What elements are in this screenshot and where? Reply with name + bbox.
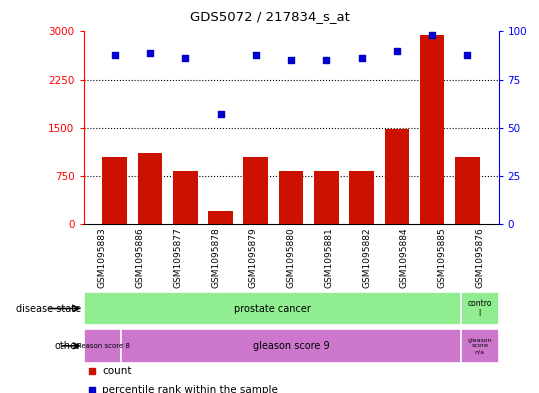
Point: [463, 51, 472, 58]
Point: [428, 32, 437, 39]
Bar: [461, 292, 499, 325]
Point: [87, 386, 96, 393]
Text: contro
l: contro l: [467, 299, 492, 318]
Text: gleason
score
n/a: gleason score n/a: [467, 338, 492, 354]
Bar: [102, 156, 127, 224]
Text: percentile rank within the sample: percentile rank within the sample: [102, 385, 278, 393]
Point: [357, 55, 366, 62]
Text: other: other: [55, 341, 81, 351]
Bar: [244, 156, 268, 224]
Text: prostate cancer: prostate cancer: [234, 303, 310, 314]
Bar: [208, 211, 233, 224]
Text: GSM1095881: GSM1095881: [324, 227, 333, 288]
Point: [252, 51, 260, 58]
Point: [110, 51, 119, 58]
Bar: [420, 35, 445, 224]
Bar: [84, 329, 121, 363]
Bar: [137, 153, 162, 224]
Bar: [455, 156, 480, 224]
Text: GSM1095880: GSM1095880: [287, 227, 295, 288]
Bar: [349, 171, 374, 224]
Text: gleason score 9: gleason score 9: [253, 341, 329, 351]
Point: [146, 50, 154, 56]
Text: GSM1095877: GSM1095877: [174, 227, 182, 288]
Point: [181, 55, 190, 62]
Bar: [173, 171, 198, 224]
Text: GSM1095878: GSM1095878: [211, 227, 220, 288]
Text: count: count: [102, 366, 132, 376]
Point: [392, 48, 401, 54]
Bar: [461, 329, 499, 363]
Text: disease state: disease state: [16, 303, 81, 314]
Point: [216, 111, 225, 118]
Point: [322, 57, 330, 63]
Bar: [384, 129, 409, 224]
Text: GSM1095876: GSM1095876: [475, 227, 484, 288]
Bar: [314, 171, 338, 224]
Text: GSM1095886: GSM1095886: [136, 227, 144, 288]
Text: GSM1095884: GSM1095884: [400, 227, 409, 288]
Point: [287, 57, 295, 63]
Text: GSM1095883: GSM1095883: [98, 227, 107, 288]
Text: gleason score 8: gleason score 8: [75, 343, 130, 349]
Bar: [121, 329, 461, 363]
Text: GSM1095879: GSM1095879: [249, 227, 258, 288]
Point: [87, 368, 96, 374]
Text: GDS5072 / 217834_s_at: GDS5072 / 217834_s_at: [190, 10, 349, 23]
Text: GSM1095882: GSM1095882: [362, 227, 371, 288]
Text: GSM1095885: GSM1095885: [438, 227, 446, 288]
Bar: [279, 171, 303, 224]
